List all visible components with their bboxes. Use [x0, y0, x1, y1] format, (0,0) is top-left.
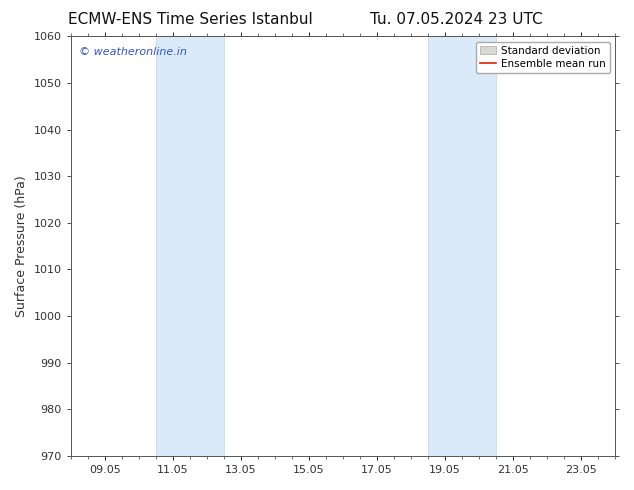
- Bar: [156, 36, 224, 456]
- Bar: [428, 36, 496, 456]
- Text: Tu. 07.05.2024 23 UTC: Tu. 07.05.2024 23 UTC: [370, 12, 543, 27]
- Y-axis label: Surface Pressure (hPa): Surface Pressure (hPa): [15, 175, 28, 317]
- Text: ECMW-ENS Time Series Istanbul: ECMW-ENS Time Series Istanbul: [68, 12, 313, 27]
- Legend: Standard deviation, Ensemble mean run: Standard deviation, Ensemble mean run: [476, 42, 610, 73]
- Text: © weatheronline.in: © weatheronline.in: [79, 47, 187, 57]
